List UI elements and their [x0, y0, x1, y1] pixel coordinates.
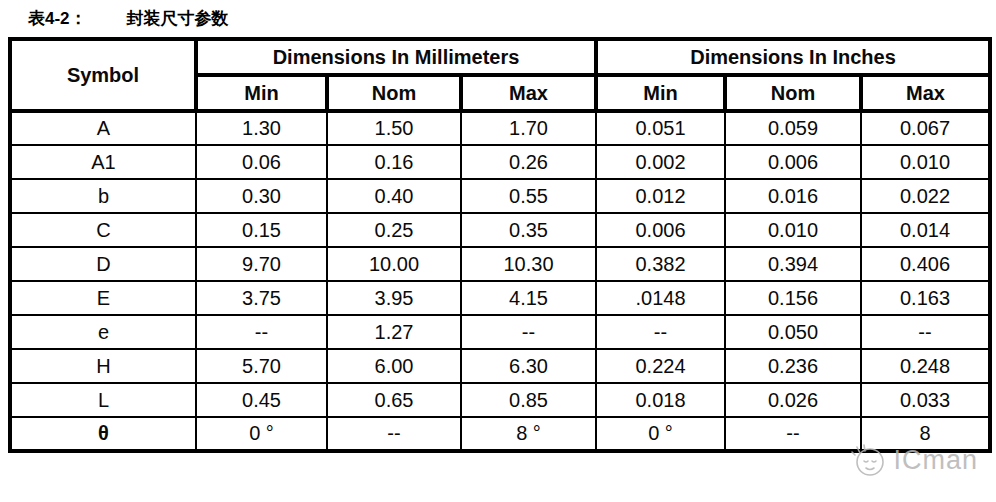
symbol-cell: e: [10, 315, 196, 349]
mm-max-header: Max: [461, 75, 596, 111]
inches-group-header: Dimensions In Inches: [596, 39, 990, 75]
value-cell: 0.051: [596, 111, 725, 145]
value-cell: 0.394: [725, 247, 861, 281]
value-cell: 8: [861, 417, 990, 451]
value-cell: 1.70: [461, 111, 596, 145]
table-row: D9.7010.0010.300.3820.3940.406: [10, 247, 990, 281]
value-cell: 0.06: [196, 145, 327, 179]
value-cell: 0.010: [725, 213, 861, 247]
value-cell: 0.067: [861, 111, 990, 145]
symbol-cell: A1: [10, 145, 196, 179]
table-row: θ0 °--8 °0 °--8: [10, 417, 990, 451]
value-cell: 1.30: [196, 111, 327, 145]
symbol-cell: A: [10, 111, 196, 145]
package-dimensions-table: Symbol Dimensions In Millimeters Dimensi…: [8, 37, 992, 453]
symbol-cell: θ: [10, 417, 196, 451]
symbol-cell: E: [10, 281, 196, 315]
value-cell: --: [196, 315, 327, 349]
symbol-cell: L: [10, 383, 196, 417]
value-cell: 0.050: [725, 315, 861, 349]
table-caption: 表4-2： 封装尺寸参数: [0, 0, 996, 30]
value-cell: 0.16: [327, 145, 461, 179]
value-cell: 0.248: [861, 349, 990, 383]
value-cell: 0.35: [461, 213, 596, 247]
value-cell: 0.012: [596, 179, 725, 213]
in-nom-header: Nom: [725, 75, 861, 111]
value-cell: --: [596, 315, 725, 349]
table-title-text: 封装尺寸参数: [127, 7, 229, 30]
group-header-row: Symbol Dimensions In Millimeters Dimensi…: [10, 39, 990, 75]
symbol-cell: b: [10, 179, 196, 213]
table-row: H5.706.006.300.2240.2360.248: [10, 349, 990, 383]
value-cell: 0.059: [725, 111, 861, 145]
value-cell: .0148: [596, 281, 725, 315]
value-cell: 3.95: [327, 281, 461, 315]
value-cell: --: [725, 417, 861, 451]
value-cell: 0.85: [461, 383, 596, 417]
datasheet-page: 表4-2： 封装尺寸参数 Symbol Dimensions In Millim…: [0, 0, 996, 502]
mm-nom-header: Nom: [327, 75, 461, 111]
value-cell: 0.006: [725, 145, 861, 179]
value-cell: --: [327, 417, 461, 451]
value-cell: 9.70: [196, 247, 327, 281]
mm-min-header: Min: [196, 75, 327, 111]
value-cell: 0.55: [461, 179, 596, 213]
table-row: A1.301.501.700.0510.0590.067: [10, 111, 990, 145]
value-cell: 0 °: [596, 417, 725, 451]
symbol-cell: C: [10, 213, 196, 247]
table-row: C0.150.250.350.0060.0100.014: [10, 213, 990, 247]
value-cell: 0.382: [596, 247, 725, 281]
table-row: b0.300.400.550.0120.0160.022: [10, 179, 990, 213]
symbol-cell: D: [10, 247, 196, 281]
value-cell: 10.30: [461, 247, 596, 281]
value-cell: 8 °: [461, 417, 596, 451]
symbol-cell: H: [10, 349, 196, 383]
in-max-header: Max: [861, 75, 990, 111]
value-cell: 0.022: [861, 179, 990, 213]
value-cell: 0.45: [196, 383, 327, 417]
value-cell: 1.50: [327, 111, 461, 145]
value-cell: 4.15: [461, 281, 596, 315]
value-cell: 0.163: [861, 281, 990, 315]
in-min-header: Min: [596, 75, 725, 111]
value-cell: 0.010: [861, 145, 990, 179]
table-row: e--1.27----0.050--: [10, 315, 990, 349]
value-cell: 6.30: [461, 349, 596, 383]
value-cell: 0.236: [725, 349, 861, 383]
value-cell: 3.75: [196, 281, 327, 315]
value-cell: 0.15: [196, 213, 327, 247]
value-cell: 0.156: [725, 281, 861, 315]
value-cell: 0.30: [196, 179, 327, 213]
value-cell: 1.27: [327, 315, 461, 349]
table-number-label: 表4-2：: [28, 7, 87, 30]
value-cell: 0 °: [196, 417, 327, 451]
symbol-column-header: Symbol: [10, 39, 196, 111]
value-cell: 0.033: [861, 383, 990, 417]
value-cell: 0.224: [596, 349, 725, 383]
value-cell: 0.016: [725, 179, 861, 213]
table-row: E3.753.954.15.01480.1560.163: [10, 281, 990, 315]
value-cell: 0.65: [327, 383, 461, 417]
table-row: L0.450.650.850.0180.0260.033: [10, 383, 990, 417]
value-cell: --: [461, 315, 596, 349]
millimeters-group-header: Dimensions In Millimeters: [196, 39, 596, 75]
table-row: A10.060.160.260.0020.0060.010: [10, 145, 990, 179]
value-cell: 0.018: [596, 383, 725, 417]
value-cell: 0.002: [596, 145, 725, 179]
value-cell: 0.014: [861, 213, 990, 247]
value-cell: 0.26: [461, 145, 596, 179]
value-cell: 0.25: [327, 213, 461, 247]
table-body: A1.301.501.700.0510.0590.067A10.060.160.…: [10, 111, 990, 451]
value-cell: --: [861, 315, 990, 349]
value-cell: 0.026: [725, 383, 861, 417]
value-cell: 10.00: [327, 247, 461, 281]
table-header: Symbol Dimensions In Millimeters Dimensi…: [10, 39, 990, 111]
value-cell: 6.00: [327, 349, 461, 383]
value-cell: 0.006: [596, 213, 725, 247]
value-cell: 5.70: [196, 349, 327, 383]
value-cell: 0.40: [327, 179, 461, 213]
value-cell: 0.406: [861, 247, 990, 281]
